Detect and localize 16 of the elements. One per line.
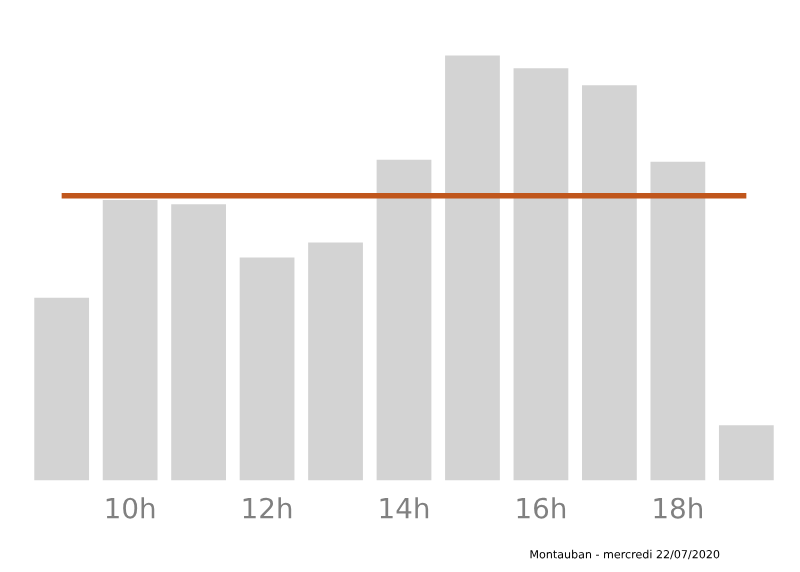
bar [102, 200, 158, 481]
bar [308, 242, 363, 481]
bar [34, 297, 90, 481]
x-tick-label: 16h [517, 497, 566, 519]
x-tick-label: 12h [243, 497, 292, 519]
bar [376, 159, 432, 481]
bar [582, 85, 637, 481]
bar [650, 161, 706, 481]
bar [171, 204, 226, 481]
bar [513, 68, 569, 481]
x-tick-label: 18h [654, 497, 702, 519]
x-tick-label: 10h [106, 497, 155, 519]
bar [239, 257, 295, 481]
x-tick-label: 14h [380, 497, 429, 519]
bar [718, 425, 774, 481]
bar [445, 55, 500, 481]
